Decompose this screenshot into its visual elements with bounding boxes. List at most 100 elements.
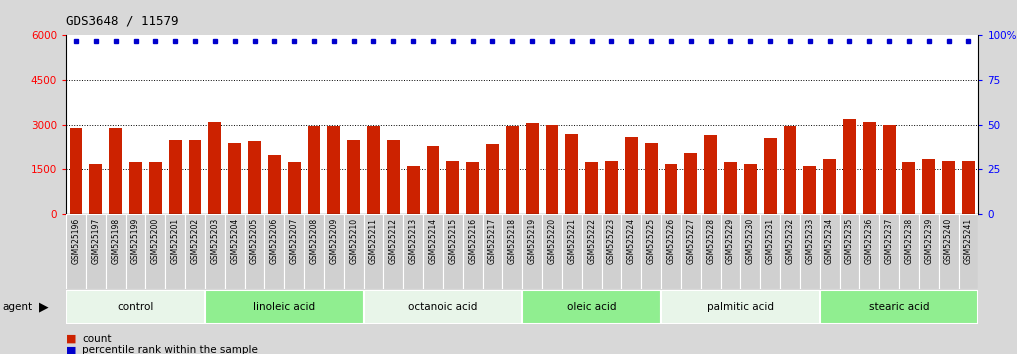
Bar <box>701 214 720 289</box>
Bar <box>364 290 523 324</box>
Bar <box>684 153 698 214</box>
Text: GSM525215: GSM525215 <box>448 218 458 264</box>
Bar <box>883 125 896 214</box>
Bar <box>820 290 978 324</box>
Bar <box>526 123 539 214</box>
Bar <box>69 128 82 214</box>
Bar <box>624 137 638 214</box>
Bar <box>840 214 859 289</box>
Text: count: count <box>82 334 112 344</box>
Text: GSM525237: GSM525237 <box>885 218 894 264</box>
Text: control: control <box>117 302 154 312</box>
Text: GSM525218: GSM525218 <box>507 218 517 264</box>
Bar <box>407 166 420 214</box>
Bar <box>565 134 579 214</box>
Text: GSM525217: GSM525217 <box>488 218 497 264</box>
Text: GSM525208: GSM525208 <box>309 218 318 264</box>
Bar <box>661 290 820 324</box>
Bar <box>605 161 618 214</box>
Bar <box>661 214 681 289</box>
Bar <box>820 214 840 289</box>
Bar <box>109 128 122 214</box>
Bar <box>228 143 241 214</box>
Text: ■: ■ <box>66 334 76 344</box>
Bar <box>641 214 661 289</box>
Text: GSM525219: GSM525219 <box>528 218 537 264</box>
Bar <box>145 214 165 289</box>
Text: GSM525204: GSM525204 <box>230 218 239 264</box>
Text: octanoic acid: octanoic acid <box>408 302 478 312</box>
Text: GSM525239: GSM525239 <box>924 218 934 264</box>
Bar <box>344 214 364 289</box>
Bar <box>323 214 344 289</box>
Text: GSM525197: GSM525197 <box>92 218 101 264</box>
Bar <box>245 214 264 289</box>
Text: GSM525235: GSM525235 <box>845 218 854 264</box>
Bar <box>165 214 185 289</box>
Bar <box>347 140 360 214</box>
Bar <box>803 166 817 214</box>
Text: GDS3648 / 11579: GDS3648 / 11579 <box>66 14 179 27</box>
Bar <box>267 155 281 214</box>
Bar <box>486 144 499 214</box>
Bar <box>248 141 261 214</box>
Text: GSM525212: GSM525212 <box>388 218 398 264</box>
Text: GSM525216: GSM525216 <box>468 218 477 264</box>
Text: ■: ■ <box>66 346 76 354</box>
Bar <box>724 162 737 214</box>
Bar <box>780 214 800 289</box>
Bar <box>919 214 939 289</box>
Text: GSM525222: GSM525222 <box>587 218 596 264</box>
Bar <box>621 214 641 289</box>
Bar <box>958 214 978 289</box>
Bar <box>208 122 222 214</box>
Bar <box>859 214 879 289</box>
Bar <box>403 214 423 289</box>
Text: GSM525198: GSM525198 <box>111 218 120 264</box>
Bar <box>446 161 460 214</box>
Text: GSM525231: GSM525231 <box>766 218 775 264</box>
Bar <box>823 159 836 214</box>
Bar <box>205 290 364 324</box>
Text: GSM525214: GSM525214 <box>428 218 437 264</box>
Text: GSM525210: GSM525210 <box>349 218 358 264</box>
Text: GSM525200: GSM525200 <box>151 218 160 264</box>
Bar <box>502 214 523 289</box>
Text: ▶: ▶ <box>39 301 48 314</box>
Bar <box>902 162 915 214</box>
Text: palmitic acid: palmitic acid <box>707 302 774 312</box>
Bar <box>364 214 383 289</box>
Bar <box>899 214 919 289</box>
Bar <box>545 125 558 214</box>
Text: GSM525205: GSM525205 <box>250 218 259 264</box>
Bar <box>800 214 820 289</box>
Text: GSM525238: GSM525238 <box>904 218 913 264</box>
Text: GSM525201: GSM525201 <box>171 218 180 264</box>
Bar <box>386 140 400 214</box>
Bar <box>939 214 958 289</box>
Bar <box>743 164 757 214</box>
Bar <box>740 214 761 289</box>
Bar <box>542 214 561 289</box>
Bar <box>962 161 975 214</box>
Text: GSM525241: GSM525241 <box>964 218 973 264</box>
Bar <box>188 140 201 214</box>
Text: GSM525211: GSM525211 <box>369 218 378 264</box>
Text: GSM525234: GSM525234 <box>825 218 834 264</box>
Bar <box>423 214 443 289</box>
Text: oleic acid: oleic acid <box>566 302 616 312</box>
Bar <box>720 214 740 289</box>
Bar <box>862 122 876 214</box>
Bar <box>106 214 126 289</box>
Bar <box>89 164 103 214</box>
Bar <box>148 162 162 214</box>
Bar <box>66 290 205 324</box>
Bar <box>704 135 717 214</box>
Text: GSM525233: GSM525233 <box>805 218 815 264</box>
Bar <box>426 145 439 214</box>
Text: stearic acid: stearic acid <box>869 302 930 312</box>
Bar <box>664 164 677 214</box>
Bar <box>86 214 106 289</box>
Bar <box>367 126 380 214</box>
Bar <box>169 140 182 214</box>
